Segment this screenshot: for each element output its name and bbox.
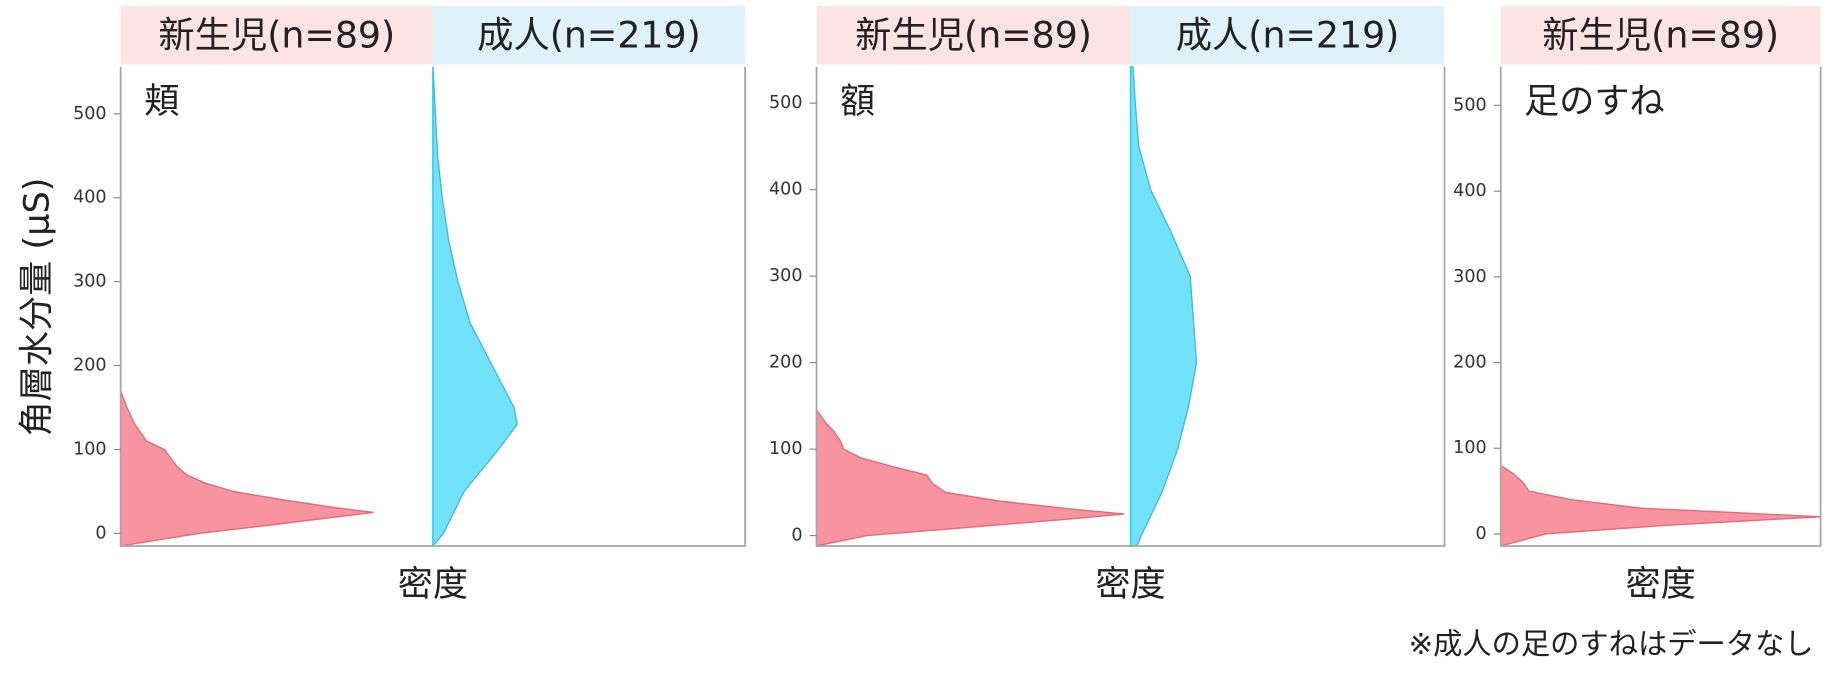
y-tick-label: 300 <box>1453 267 1487 287</box>
group-header: 成人(n=219) <box>1176 14 1400 57</box>
y-tick-label: 100 <box>1453 438 1487 458</box>
y-tick-label: 500 <box>769 93 803 113</box>
y-tick-label: 400 <box>73 188 107 208</box>
group-header-bg <box>1500 5 1821 65</box>
panel-label: 頬 <box>144 81 179 122</box>
x-axis-label: 密度 <box>1095 564 1165 605</box>
plot-frame <box>1499 66 1822 547</box>
y-tick-label: 200 <box>769 353 803 373</box>
panel-label: 額 <box>840 81 875 122</box>
plot-frame <box>815 66 1446 547</box>
y-tick-label: 500 <box>1453 95 1487 115</box>
y-tick-label: 100 <box>769 439 803 459</box>
density-area <box>432 66 518 548</box>
y-tick-label: 100 <box>73 439 107 459</box>
density-area <box>119 390 374 547</box>
y-tick-label: 0 <box>791 526 802 546</box>
group-header: 成人(n=219) <box>477 14 701 57</box>
panel-label: 足のすね <box>1524 81 1665 122</box>
y-tick-label: 0 <box>1476 524 1487 544</box>
group-header-bg <box>120 5 433 65</box>
y-tick-label: 400 <box>769 180 803 200</box>
y-axis-label: 角層水分量 (μS) <box>17 178 58 437</box>
y-tick-label: 300 <box>73 272 107 292</box>
y-tick-label: 300 <box>769 266 803 286</box>
plot-frame <box>119 66 746 547</box>
group-header-bg <box>432 5 746 65</box>
y-tick-label: 0 <box>95 523 106 543</box>
y-tick-label: 500 <box>73 104 107 124</box>
density-area <box>815 408 1125 547</box>
x-axis-label: 密度 <box>398 564 468 605</box>
group-header-bg <box>816 5 1131 65</box>
group-header: 新生児(n=89) <box>855 14 1092 57</box>
y-tick-label: 400 <box>1453 181 1487 201</box>
group-header: 新生児(n=89) <box>1542 14 1779 57</box>
density-area <box>1129 66 1198 547</box>
density-area <box>1500 464 1821 547</box>
y-tick-label: 200 <box>1453 353 1487 373</box>
x-axis-label: 密度 <box>1626 564 1696 605</box>
footnote: ※成人の足のすねはデータなし <box>1409 627 1814 661</box>
group-header: 新生児(n=89) <box>158 14 395 57</box>
group-header-bg <box>1130 5 1445 65</box>
y-tick-label: 200 <box>73 356 107 376</box>
